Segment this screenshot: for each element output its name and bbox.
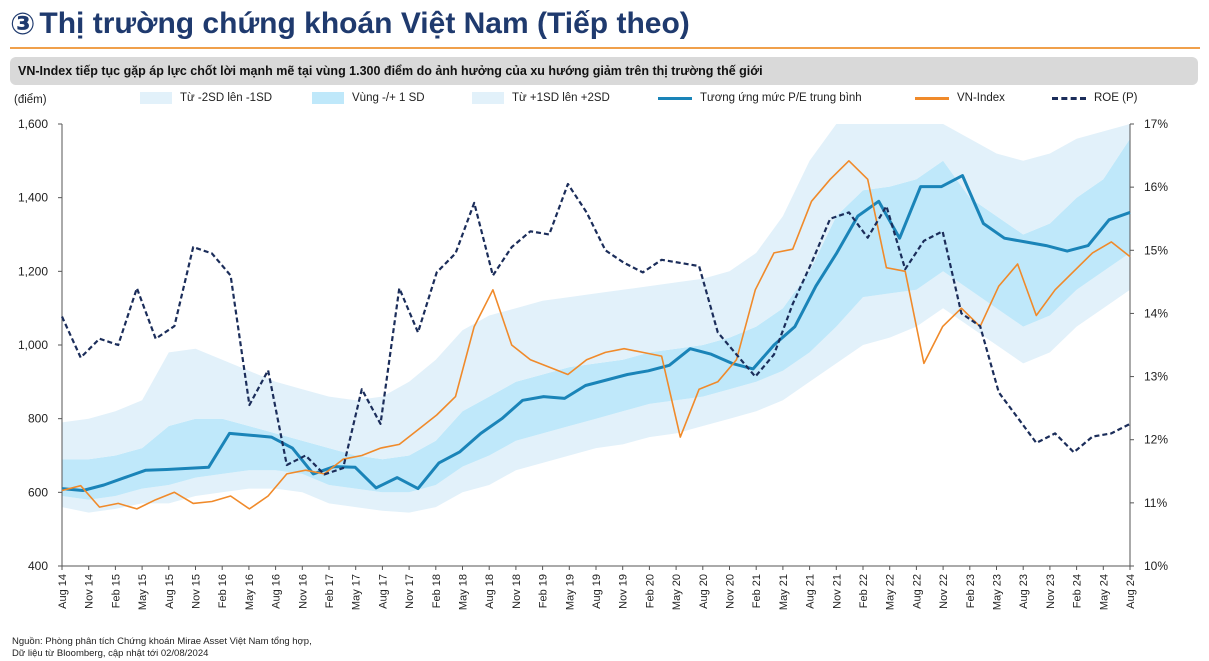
x-tick-label: Nov 16	[297, 574, 309, 609]
legend-label: VN-Index	[957, 92, 1005, 104]
x-tick-label: May 18	[458, 574, 470, 610]
x-tick-label: Nov 18	[511, 574, 523, 609]
x-tick-label: Feb 16	[217, 574, 229, 608]
x-tick-label: Aug 16	[271, 574, 283, 609]
right-tick-label: 16%	[1144, 180, 1168, 194]
x-tick-label: Aug 15	[164, 574, 176, 609]
left-tick-label: 1,400	[18, 191, 48, 205]
subtitle-banner: VN-Index tiếp tục gặp áp lực chốt lời mạ…	[10, 57, 1198, 85]
left-tick-label: 800	[28, 412, 48, 426]
x-tick-label: Feb 17	[324, 574, 336, 608]
x-tick-label: Aug 22	[911, 574, 923, 609]
x-tick-label: May 16	[244, 574, 256, 610]
left-tick-label: 1,600	[18, 117, 48, 131]
right-tick-label: 13%	[1144, 370, 1168, 384]
x-tick-label: Nov 23	[1045, 574, 1057, 609]
legend-swatch	[1052, 96, 1086, 100]
right-tick-label: 10%	[1144, 559, 1168, 573]
band-area-1	[62, 138, 1130, 500]
x-tick-label: Nov 22	[938, 574, 950, 609]
x-tick-label: Feb 18	[431, 574, 443, 608]
x-tick-label: Aug 24	[1125, 574, 1137, 609]
left-tick-label: 400	[28, 559, 48, 573]
x-tick-label: Aug 23	[1018, 574, 1030, 609]
legend-swatch	[312, 92, 344, 104]
section-number: ③	[10, 7, 36, 41]
x-tick-label: May 19	[564, 574, 576, 610]
x-tick-label: May 23	[992, 574, 1004, 610]
source-line-1: Nguồn: Phòng phân tích Chứng khoán Mirae…	[12, 636, 312, 647]
left-tick-label: 1,000	[18, 338, 48, 352]
legend-label: Tương ứng mức P/E trung bình	[700, 92, 862, 104]
legend-label: Vùng -/+ 1 SD	[352, 92, 425, 104]
title-text: Thị trường chứng khoán Việt Nam (Tiếp th…	[39, 7, 690, 40]
x-tick-label: Nov 17	[404, 574, 416, 609]
right-tick-label: 12%	[1144, 433, 1168, 447]
left-tick-label: 600	[28, 485, 48, 499]
x-tick-label: Feb 19	[538, 574, 550, 608]
band-area-0	[62, 252, 1130, 513]
legend-swatch	[472, 92, 504, 104]
x-tick-label: Feb 15	[110, 574, 122, 608]
right-tick-label: 14%	[1144, 306, 1168, 320]
x-tick-label: Aug 14	[57, 574, 69, 609]
pe-band-chart: 1,600 1,400 1,200 1,000 800 600 400 17% 16% 15% 14…	[18, 117, 1168, 610]
x-tick-label: Nov 19	[618, 574, 630, 609]
x-tick-label: Aug 20	[698, 574, 710, 609]
x-tick-label: Aug 18	[484, 574, 496, 609]
legend-swatch	[915, 96, 949, 100]
left-tick-label: 1,200	[18, 264, 48, 278]
x-tick-label: Feb 24	[1072, 574, 1084, 608]
x-tick-label: Nov 14	[84, 574, 96, 609]
series-line-pe-average	[61, 174, 1131, 492]
x-tick-label: May 15	[137, 574, 149, 610]
legend-item-pe-line: Tương ứng mức P/E trung bình	[658, 92, 862, 104]
series-line-vn-index	[61, 160, 1131, 510]
right-tick-label: 17%	[1144, 117, 1168, 131]
x-tick-label: Feb 23	[965, 574, 977, 608]
legend-swatch	[658, 96, 692, 100]
title-divider	[10, 47, 1200, 49]
legend-label: ROE (P)	[1094, 92, 1138, 104]
chart-legend: Từ -2SD lên -1SD Vùng -/+ 1 SD Từ +1SD l…	[0, 92, 1209, 110]
legend-label: Từ -2SD lên -1SD	[180, 92, 273, 104]
legend-item-band-high: Từ +1SD lên +2SD	[472, 92, 610, 104]
x-tick-label: May 21	[778, 574, 790, 610]
x-tick-label: May 24	[1098, 574, 1110, 610]
source-note: Nguồn: Phòng phân tích Chứng khoán Mirae…	[12, 636, 312, 660]
subtitle-text: VN-Index tiếp tục gặp áp lực chốt lời mạ…	[18, 64, 763, 78]
legend-swatch	[140, 92, 172, 104]
x-tick-label: Aug 21	[805, 574, 817, 609]
x-tick-label: Aug 19	[591, 574, 603, 609]
source-line-2: Dữ liệu từ Bloomberg, cập nhật tới 02/08…	[12, 648, 209, 659]
x-tick-label: Aug 17	[377, 574, 389, 609]
band-area-2	[62, 124, 1130, 460]
series-line-roe	[60, 182, 1131, 476]
right-tick-label: 15%	[1144, 243, 1168, 257]
legend-label: Từ +1SD lên +2SD	[512, 92, 610, 104]
legend-item-roe: ROE (P)	[1052, 92, 1137, 104]
y-axis-unit: (điểm)	[14, 94, 47, 106]
x-tick-label: Nov 20	[725, 574, 737, 609]
legend-item-vnindex: VN-Index	[915, 92, 1005, 104]
right-tick-label: 11%	[1144, 496, 1167, 510]
x-tick-label: Feb 22	[858, 574, 870, 608]
x-tick-label: May 20	[671, 574, 683, 610]
x-tick-label: Nov 15	[191, 574, 203, 609]
x-tick-label: Feb 20	[644, 574, 656, 608]
x-tick-label: May 22	[885, 574, 897, 610]
x-tick-label: Feb 21	[751, 574, 763, 608]
legend-item-band-mid: Vùng -/+ 1 SD	[312, 92, 425, 104]
page-title: ③ Thị trường chứng khoán Việt Nam (Tiếp …	[10, 6, 690, 42]
x-tick-label: Nov 21	[831, 574, 843, 609]
x-tick-label: May 17	[351, 574, 363, 610]
legend-item-band-low: Từ -2SD lên -1SD	[140, 92, 272, 104]
